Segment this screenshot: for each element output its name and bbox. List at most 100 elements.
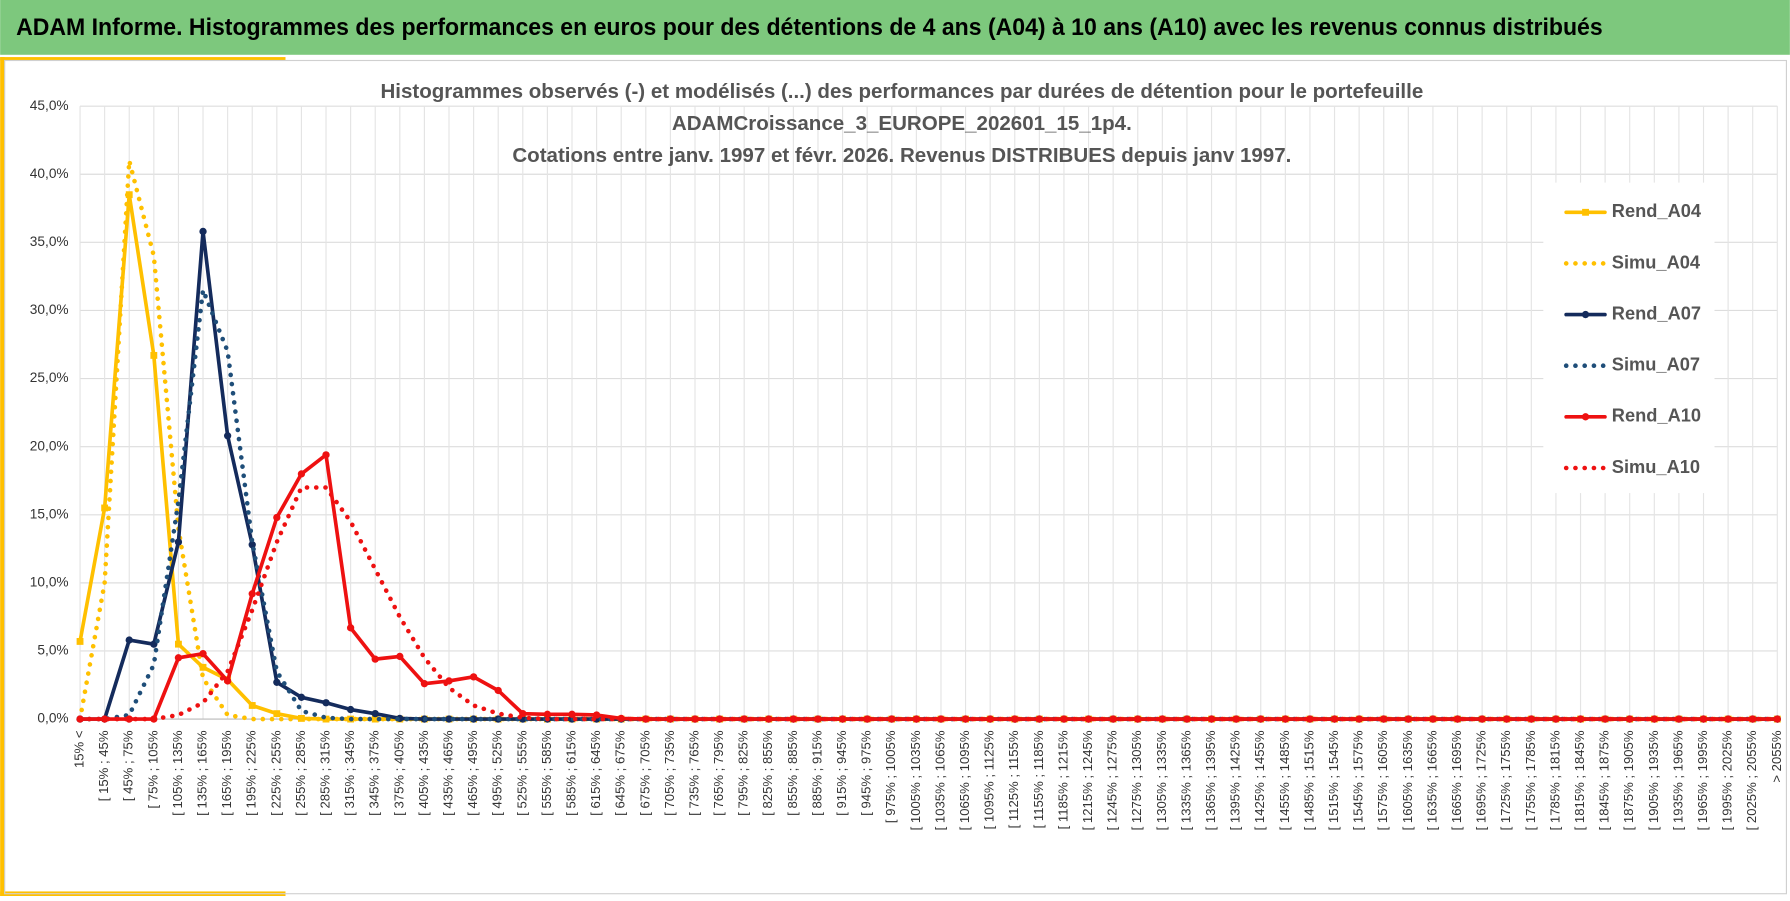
x-tick-label: [ 735% ; 765% bbox=[686, 730, 701, 816]
point bbox=[494, 686, 502, 695]
y-tick-label: 40,0% bbox=[30, 166, 69, 181]
x-tick-label: [ 1035% ; 1065% bbox=[932, 730, 947, 830]
x-tick-label: [ 1725% ; 1755% bbox=[1498, 730, 1513, 830]
x-tick-label: [ 315% ; 345% bbox=[342, 730, 357, 816]
legend-label: Rend_A07 bbox=[1612, 302, 1701, 323]
x-tick-label: [ 795% ; 825% bbox=[736, 730, 751, 816]
x-tick-label: [ 1125% ; 1155% bbox=[1006, 730, 1021, 828]
x-tick-label: [ 675% ; 705% bbox=[637, 730, 652, 816]
legend-marker bbox=[1581, 413, 1590, 421]
accent bbox=[0, 57, 286, 61]
point bbox=[469, 673, 478, 681]
header-title: ADAM Informe. Histogrammes des performan… bbox=[16, 14, 1603, 41]
point bbox=[175, 640, 182, 648]
point bbox=[150, 351, 158, 359]
x-tick-label: [ 345% ; 375% bbox=[367, 730, 382, 816]
legend-label: Rend_A04 bbox=[1612, 200, 1702, 221]
x-tick-label: [ 165% ; 195% bbox=[219, 730, 234, 816]
point bbox=[199, 663, 207, 671]
point bbox=[125, 636, 133, 644]
point bbox=[543, 710, 552, 718]
x-tick-label: [ 885% ; 915% bbox=[809, 730, 824, 816]
point bbox=[1084, 715, 1093, 723]
legend-label: Rend_A10 bbox=[1612, 405, 1701, 426]
point bbox=[1232, 715, 1240, 723]
point bbox=[1011, 715, 1019, 723]
legend-marker bbox=[1582, 208, 1589, 216]
x-tick-label: [ 1605% ; 1635% bbox=[1400, 730, 1415, 830]
x-tick-label: [ 1755% ; 1785% bbox=[1523, 730, 1538, 830]
x-tick-label: [ 645% ; 675% bbox=[613, 730, 628, 816]
x-tick-label: [ 1305% ; 1335% bbox=[1154, 730, 1169, 830]
x-tick-label: [ 1005% ; 1035% bbox=[908, 730, 923, 830]
legend-label: Simu_A10 bbox=[1612, 456, 1700, 477]
y-tick-label: 30,0% bbox=[30, 302, 69, 317]
point bbox=[420, 680, 429, 688]
point bbox=[76, 638, 84, 645]
y-tick-label: 5,0% bbox=[37, 643, 68, 658]
x-tick-label: [ 285% ; 315% bbox=[317, 730, 332, 816]
point bbox=[1306, 715, 1314, 723]
point bbox=[248, 702, 256, 709]
point bbox=[789, 715, 798, 723]
point bbox=[396, 652, 404, 661]
point bbox=[1158, 715, 1167, 723]
y-tick-label: 45,0% bbox=[30, 98, 69, 113]
point bbox=[371, 709, 379, 718]
x-tick-label: [ 525% ; 555% bbox=[514, 730, 529, 816]
point bbox=[863, 715, 871, 723]
point bbox=[568, 710, 576, 718]
point bbox=[346, 705, 355, 714]
x-tick-label: [ 1335% ; 1365% bbox=[1178, 730, 1193, 830]
x-tick-label: [ 1215% ; 1245% bbox=[1080, 730, 1095, 830]
x-tick-label: [ 1905% ; 1935% bbox=[1646, 730, 1661, 830]
point bbox=[273, 678, 281, 686]
point bbox=[273, 710, 281, 718]
x-tick-label: [ 1635% ; 1665% bbox=[1424, 730, 1439, 830]
point bbox=[248, 541, 256, 549]
series-line bbox=[77, 485, 1780, 722]
x-tick-label: [ 15% ; 45% bbox=[96, 730, 111, 801]
point bbox=[199, 227, 207, 236]
point bbox=[937, 715, 945, 723]
point bbox=[223, 432, 232, 440]
x-tick-label: [ 495% ; 525% bbox=[490, 730, 505, 816]
x-tick-label: [ 825% ; 855% bbox=[760, 730, 775, 816]
legend-marker bbox=[1581, 310, 1590, 319]
x-tick-label: [ 585% ; 615% bbox=[563, 730, 578, 816]
x-tick-label: [ 1545% ; 1575% bbox=[1351, 730, 1366, 830]
point bbox=[223, 677, 232, 685]
x-tick-label: [ 1665% ; 1695% bbox=[1449, 730, 1464, 830]
x-tick-label: [ 1815% ; 1845% bbox=[1572, 730, 1587, 830]
chart-border bbox=[4, 59, 1788, 895]
x-tick-label: [ 1395% ; 1425% bbox=[1228, 730, 1243, 830]
x-tick-label: [ 105% ; 135% bbox=[170, 730, 185, 816]
x-tick-label: [ 1185% ; 1215% bbox=[1055, 730, 1070, 829]
point bbox=[273, 513, 281, 522]
x-tick-label: [ 405% ; 435% bbox=[416, 730, 431, 816]
x-tick-label: [ 1485% ; 1515% bbox=[1301, 730, 1316, 830]
x-tick-label: [ 1245% ; 1275% bbox=[1105, 730, 1120, 830]
point bbox=[174, 654, 183, 662]
x-tick-label: [ 1995% ; 2025% bbox=[1720, 730, 1735, 830]
x-tick-label: [ 195% ; 225% bbox=[244, 730, 259, 816]
x-tick-label: [ 1935% ; 1965% bbox=[1670, 730, 1685, 830]
y-tick-label: 0,0% bbox=[37, 711, 68, 726]
chart-title: Histogrammes observés (-) et modélisés (… bbox=[380, 80, 1423, 103]
point bbox=[322, 699, 330, 707]
x-tick-label: [ 135% ; 165% bbox=[194, 730, 209, 816]
point bbox=[322, 451, 330, 459]
point bbox=[199, 650, 207, 658]
point bbox=[101, 504, 109, 512]
x-tick-label: [ 435% ; 465% bbox=[440, 730, 455, 816]
y-tick-label: 25,0% bbox=[30, 370, 69, 385]
y-tick-label: 35,0% bbox=[30, 234, 69, 249]
point bbox=[715, 715, 724, 723]
x-tick-label: [ 1515% ; 1545% bbox=[1326, 730, 1341, 830]
point bbox=[174, 538, 183, 546]
x-tick-label: [ 945% ; 975% bbox=[859, 730, 874, 816]
x-tick-label: [ 1965% ; 1995% bbox=[1695, 730, 1710, 830]
point bbox=[297, 693, 306, 701]
x-tick-label: [ 615% ; 645% bbox=[588, 730, 603, 816]
